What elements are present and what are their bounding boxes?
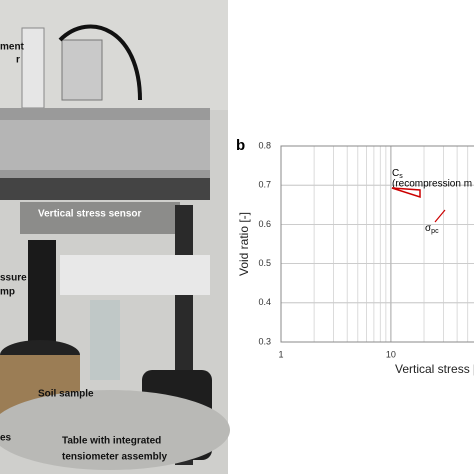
- arrow: [434, 209, 446, 223]
- photo-label: Soil sample: [38, 389, 94, 400]
- photo-label: mp: [0, 287, 15, 298]
- chart: b Void ratio [-] Vertical stress [kPa Cs…: [236, 137, 474, 376]
- annotation-text: C: [392, 168, 399, 179]
- annotation: σpc: [425, 223, 439, 235]
- annotation-sub: pc: [431, 228, 439, 235]
- annotation: Cs: [392, 168, 403, 180]
- photo-label: Vertical stress sensor: [38, 209, 142, 220]
- photo: ment r Vertical stress sensor ssure mp S…: [0, 0, 230, 474]
- panel-label: b: [236, 137, 245, 154]
- y-axis-title: Void ratio [-]: [237, 212, 251, 276]
- x-tick-label: 10: [386, 349, 396, 359]
- annotation-sub: s: [399, 173, 403, 180]
- slope-triangle: [391, 187, 421, 199]
- photo-label: ment: [0, 42, 25, 53]
- photo-label: ssure: [0, 273, 27, 284]
- photo-label: es: [0, 433, 12, 444]
- y-tick-label: 0.8: [258, 140, 271, 150]
- photo-label: r: [16, 55, 20, 66]
- y-tick-label: 0.5: [258, 258, 271, 268]
- y-tick-label: 0.6: [258, 219, 271, 229]
- y-tick-label: 0.3: [258, 336, 271, 346]
- x-axis-title: Vertical stress [kPa: [395, 362, 474, 376]
- photo-label: tensiometer assembly: [62, 452, 167, 463]
- x-tick-label: 1: [278, 349, 283, 359]
- annotation-text: σ: [425, 223, 432, 234]
- annotation: (recompression m: [392, 179, 472, 190]
- photo-label: Table with integrated: [62, 436, 161, 447]
- y-tick-label: 0.7: [258, 180, 271, 190]
- plot-frame: [280, 145, 474, 343]
- y-tick-label: 0.4: [258, 297, 271, 307]
